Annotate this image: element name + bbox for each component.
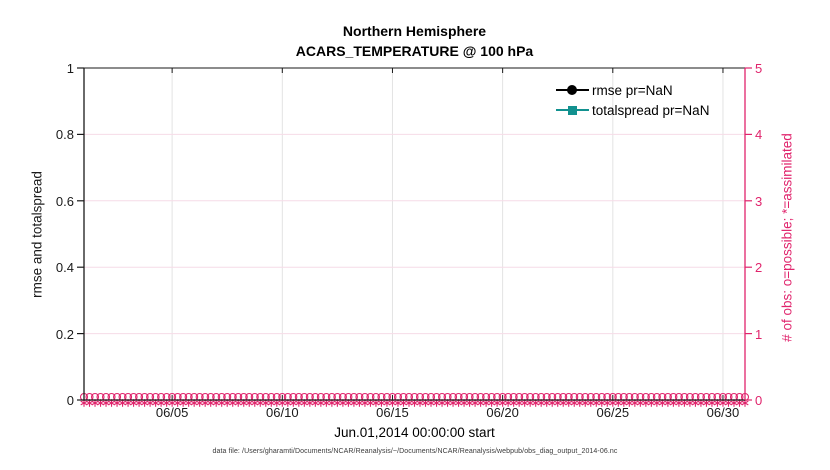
right-y-tick-label: 2 xyxy=(755,260,763,276)
left-y-tick-label: 0.8 xyxy=(55,127,74,143)
datafile-caption: data file: /Users/gharamti/Documents/NCA… xyxy=(212,448,618,455)
plot-title-line1: Northern Hemisphere xyxy=(342,23,487,39)
right-y-tick-label: 4 xyxy=(755,127,763,143)
right-y-tick-label: 3 xyxy=(755,193,763,209)
x-axis-label: Jun.01,2014 00:00:00 start xyxy=(334,425,495,440)
plot-title-line2: ACARS_TEMPERATURE @ 100 hPa xyxy=(295,43,534,59)
totalspread-line-marker-icon xyxy=(556,104,589,116)
x-tick-label: 06/20 xyxy=(486,405,519,420)
x-tick-label: 06/05 xyxy=(155,405,189,420)
left-y-tick-label: 1 xyxy=(66,61,74,76)
left-y-tick-label: 0.6 xyxy=(55,193,74,209)
left-y-tick-label: 0.2 xyxy=(55,326,74,342)
left-y-tick-label: 0.4 xyxy=(55,260,74,276)
rmse-line-marker-icon xyxy=(556,84,589,96)
legend-label-rmse: rmse pr=NaN xyxy=(592,82,673,98)
x-tick-label: 06/25 xyxy=(596,405,630,420)
legend: rmse pr=NaN totalspread pr=NaN xyxy=(556,80,709,120)
right-y-axis-label: # of obs: o=possible; *=assimilated xyxy=(779,133,795,342)
left-y-tick-label: 0 xyxy=(66,393,74,408)
x-tick-label: 06/15 xyxy=(376,405,409,420)
right-y-tick-label: 1 xyxy=(755,326,763,342)
legend-item-totalspread: totalspread pr=NaN xyxy=(556,100,709,120)
x-tick-label: 06/10 xyxy=(266,405,299,420)
left-y-axis-label: rmse and totalspread xyxy=(29,171,45,298)
right-y-tick-label: 5 xyxy=(755,61,763,76)
right-y-tick-label: 0 xyxy=(755,393,763,408)
legend-label-totalspread: totalspread pr=NaN xyxy=(592,102,710,118)
legend-item-rmse: rmse pr=NaN xyxy=(556,80,709,100)
x-tick-label: 06/30 xyxy=(706,405,740,420)
